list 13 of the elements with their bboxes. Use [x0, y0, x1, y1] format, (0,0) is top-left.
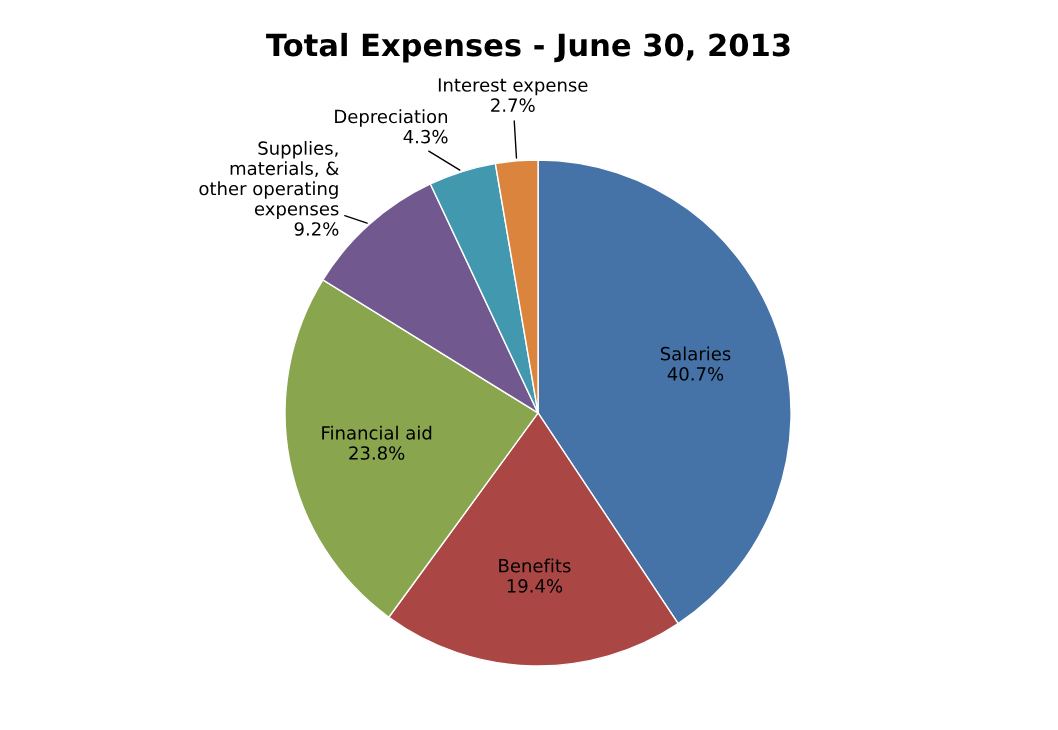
data-label: 9.2%: [294, 222, 339, 236]
slice-label: Benefits: [499, 558, 571, 573]
data-label: 4.3%: [403, 129, 448, 144]
data-label: 19.4%: [507, 579, 563, 593]
data-label: 23.8%: [349, 446, 405, 460]
slice-label: Interest expense: [438, 78, 588, 96]
chart-title: Total Expenses - June 30, 2013: [266, 32, 790, 63]
slice-label: Supplies, materials, & other operating expenses: [199, 140, 339, 220]
data-label: 2.7%: [491, 98, 535, 112]
slice-label: Salaries: [660, 346, 731, 361]
data-label: 40.7%: [667, 367, 724, 381]
slice-label: Depreciation: [335, 109, 448, 127]
slice-label: Financial aid: [322, 425, 432, 440]
